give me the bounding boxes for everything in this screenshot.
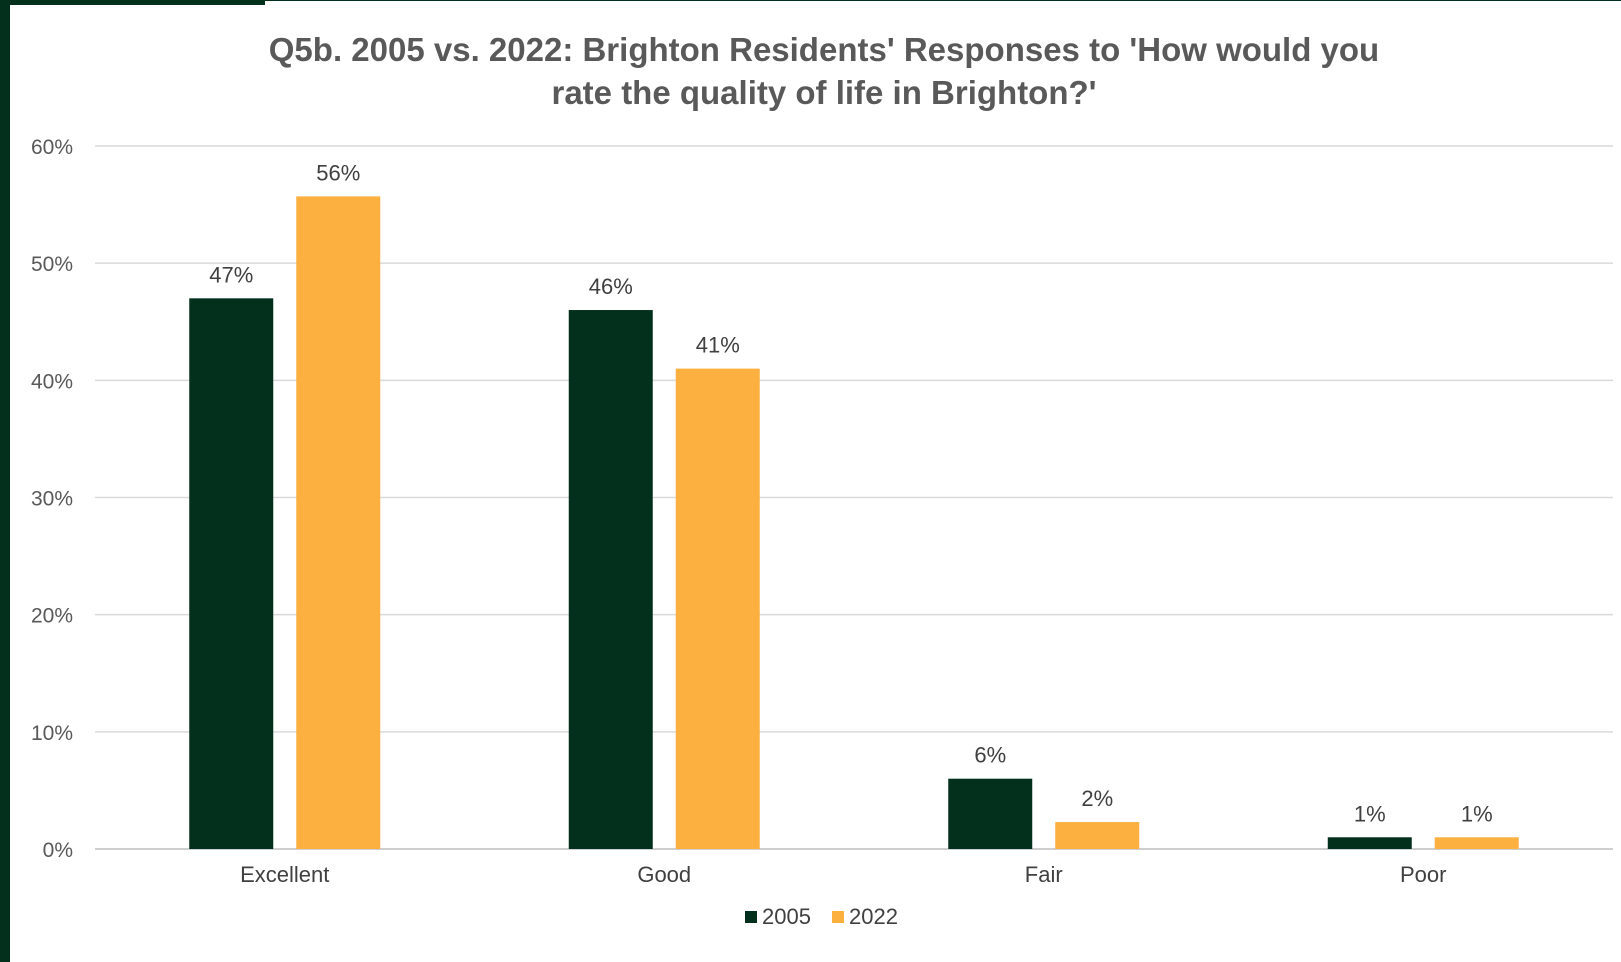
- category-label: Good: [637, 862, 691, 887]
- category-label: Excellent: [240, 862, 329, 887]
- y-tick-label: 60%: [31, 136, 73, 159]
- data-label: 56%: [316, 160, 360, 185]
- y-tick-label: 0%: [43, 839, 73, 862]
- bar-2022-excellent: [296, 196, 381, 850]
- bar-2005-poor: [1327, 837, 1412, 849]
- category-label: Fair: [1025, 862, 1063, 887]
- x-axis-categories: Excellent Good Fair Poor: [240, 862, 1446, 887]
- data-label: 47%: [209, 262, 253, 287]
- legend-swatch-2005: [745, 911, 757, 923]
- legend-label-2022: 2022: [849, 904, 898, 929]
- y-tick-label: 30%: [31, 488, 73, 511]
- y-tick-label: 20%: [31, 605, 73, 628]
- data-label: 41%: [696, 333, 740, 358]
- data-labels: 47% 56% 46% 41% 6% 2% 1% 1%: [209, 160, 1492, 826]
- bar-2005-good: [568, 310, 653, 849]
- y-tick-label: 50%: [31, 253, 73, 276]
- bar-2022-good: [675, 368, 760, 849]
- top-border: [0, 0, 1621, 5]
- bar-2005-fair: [948, 778, 1033, 849]
- y-tick-label: 40%: [31, 370, 73, 393]
- legend-label-2005: 2005: [762, 904, 811, 929]
- data-label: 46%: [589, 274, 633, 299]
- bar-2022-fair: [1055, 822, 1140, 849]
- chart-title-line-1: Q5b. 2005 vs. 2022: Brighton Residents' …: [269, 31, 1379, 68]
- y-axis-ticks: 0% 10% 20% 30% 40% 50% 60%: [31, 136, 73, 862]
- y-tick-label: 10%: [31, 722, 73, 745]
- legend-swatch-2022: [832, 911, 844, 923]
- data-label: 2%: [1081, 786, 1113, 811]
- chart-background: [10, 5, 1621, 962]
- data-label: 1%: [1461, 801, 1493, 826]
- chart-title-line-2: rate the quality of life in Brighton?': [551, 74, 1096, 111]
- bar-2022-poor: [1434, 837, 1519, 849]
- category-label: Poor: [1400, 862, 1446, 887]
- data-label: 6%: [974, 743, 1006, 768]
- bar-2005-excellent: [189, 298, 274, 850]
- data-label: 1%: [1354, 801, 1386, 826]
- bars: [189, 196, 1519, 850]
- legend: 2005 2022: [745, 904, 898, 929]
